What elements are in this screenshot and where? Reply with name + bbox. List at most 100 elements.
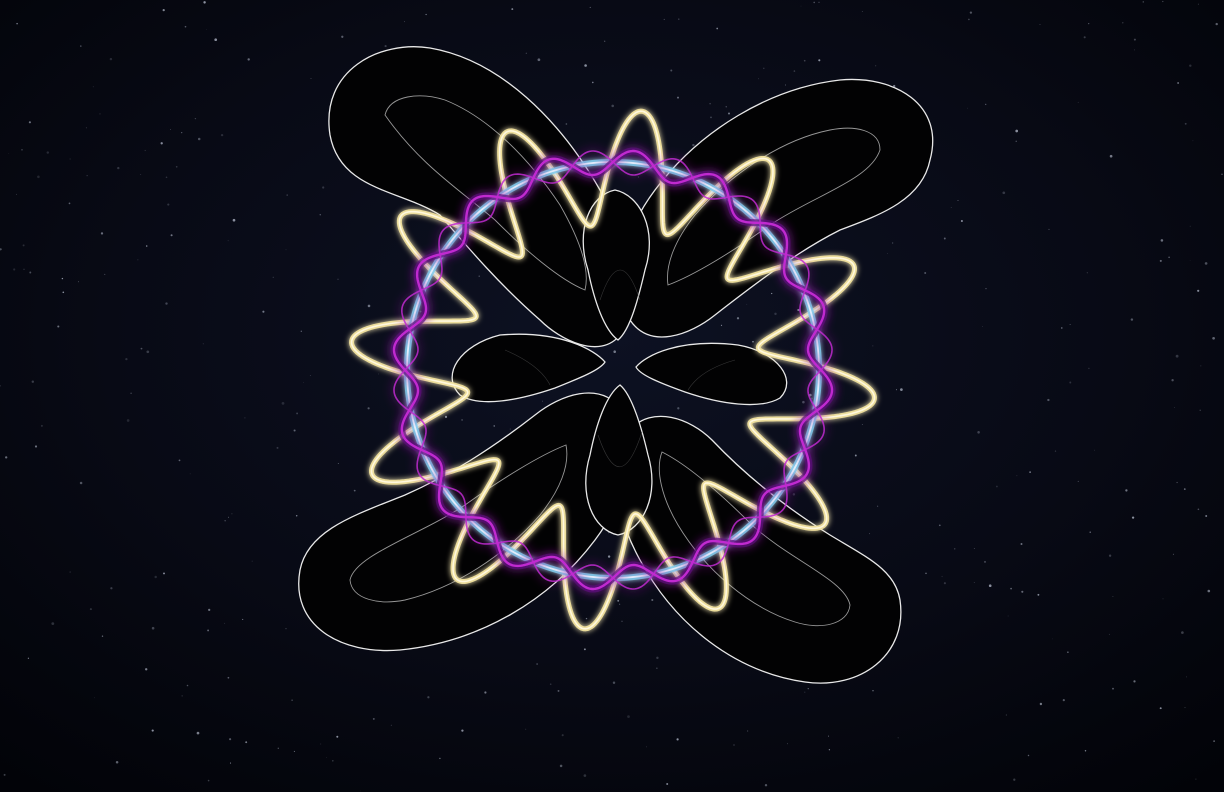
star [478,275,480,277]
star [100,232,104,235]
star [900,388,903,391]
star [303,382,304,383]
star [617,599,620,602]
star [196,731,200,735]
star [886,253,888,254]
star [61,277,64,280]
star [117,166,120,170]
star [1130,318,1134,321]
star [720,324,723,327]
star [151,626,155,630]
star [184,25,187,28]
star [861,11,863,13]
star [337,463,339,465]
star [589,6,591,8]
star [220,133,224,137]
star [145,668,148,671]
star [764,783,768,787]
star [1207,589,1211,593]
star [565,123,568,125]
star [85,127,87,129]
star [1184,707,1186,709]
star [607,555,611,558]
star [861,424,863,426]
star [828,749,831,751]
star [5,456,8,459]
star [21,148,23,151]
star [1077,101,1079,103]
star [167,203,170,206]
star [967,107,969,109]
star [725,106,727,108]
star [818,1,820,3]
star [1002,191,1006,195]
star [337,278,339,280]
star [1094,449,1095,451]
star [1168,256,1170,259]
star [104,273,106,275]
star [973,548,975,549]
star [29,271,32,274]
star [709,102,711,105]
star [322,186,325,189]
star [771,292,773,295]
star [34,445,38,448]
star [207,629,210,632]
star [1088,367,1090,370]
star [511,8,514,11]
star [427,696,430,699]
star [1077,480,1079,482]
star [37,175,40,179]
star [996,485,998,488]
star [793,70,796,72]
star [68,202,71,205]
star [1197,289,1200,292]
star [146,350,150,354]
star [0,248,2,251]
star [525,52,527,54]
star [1089,531,1091,533]
star [175,165,178,168]
star [663,18,665,20]
star [3,773,6,776]
star [1016,475,1018,477]
star [924,272,927,274]
star [1162,598,1164,600]
star [670,69,673,72]
star [637,176,639,178]
star [957,200,959,202]
star [666,783,669,785]
star [244,417,246,419]
star [938,524,941,527]
star [170,234,173,237]
star [536,663,538,665]
star [62,291,65,294]
star [733,744,735,746]
star [99,113,101,115]
star [895,389,898,391]
star [1112,687,1114,690]
star [584,64,587,67]
star [79,481,83,485]
star [137,259,139,261]
star [1199,409,1201,411]
star [818,59,821,62]
star [716,27,719,30]
star [77,281,80,283]
star [27,657,30,659]
star [611,104,614,108]
star [1221,173,1223,175]
star [1171,379,1174,382]
star [189,473,191,475]
star [390,724,392,726]
star [110,587,113,590]
star [285,628,287,630]
star [585,617,588,620]
ribbon-petal-upper-right-inner [667,127,881,286]
star [163,572,165,575]
star [1084,750,1087,752]
star [785,84,787,86]
star [969,11,973,14]
star [1086,272,1088,274]
